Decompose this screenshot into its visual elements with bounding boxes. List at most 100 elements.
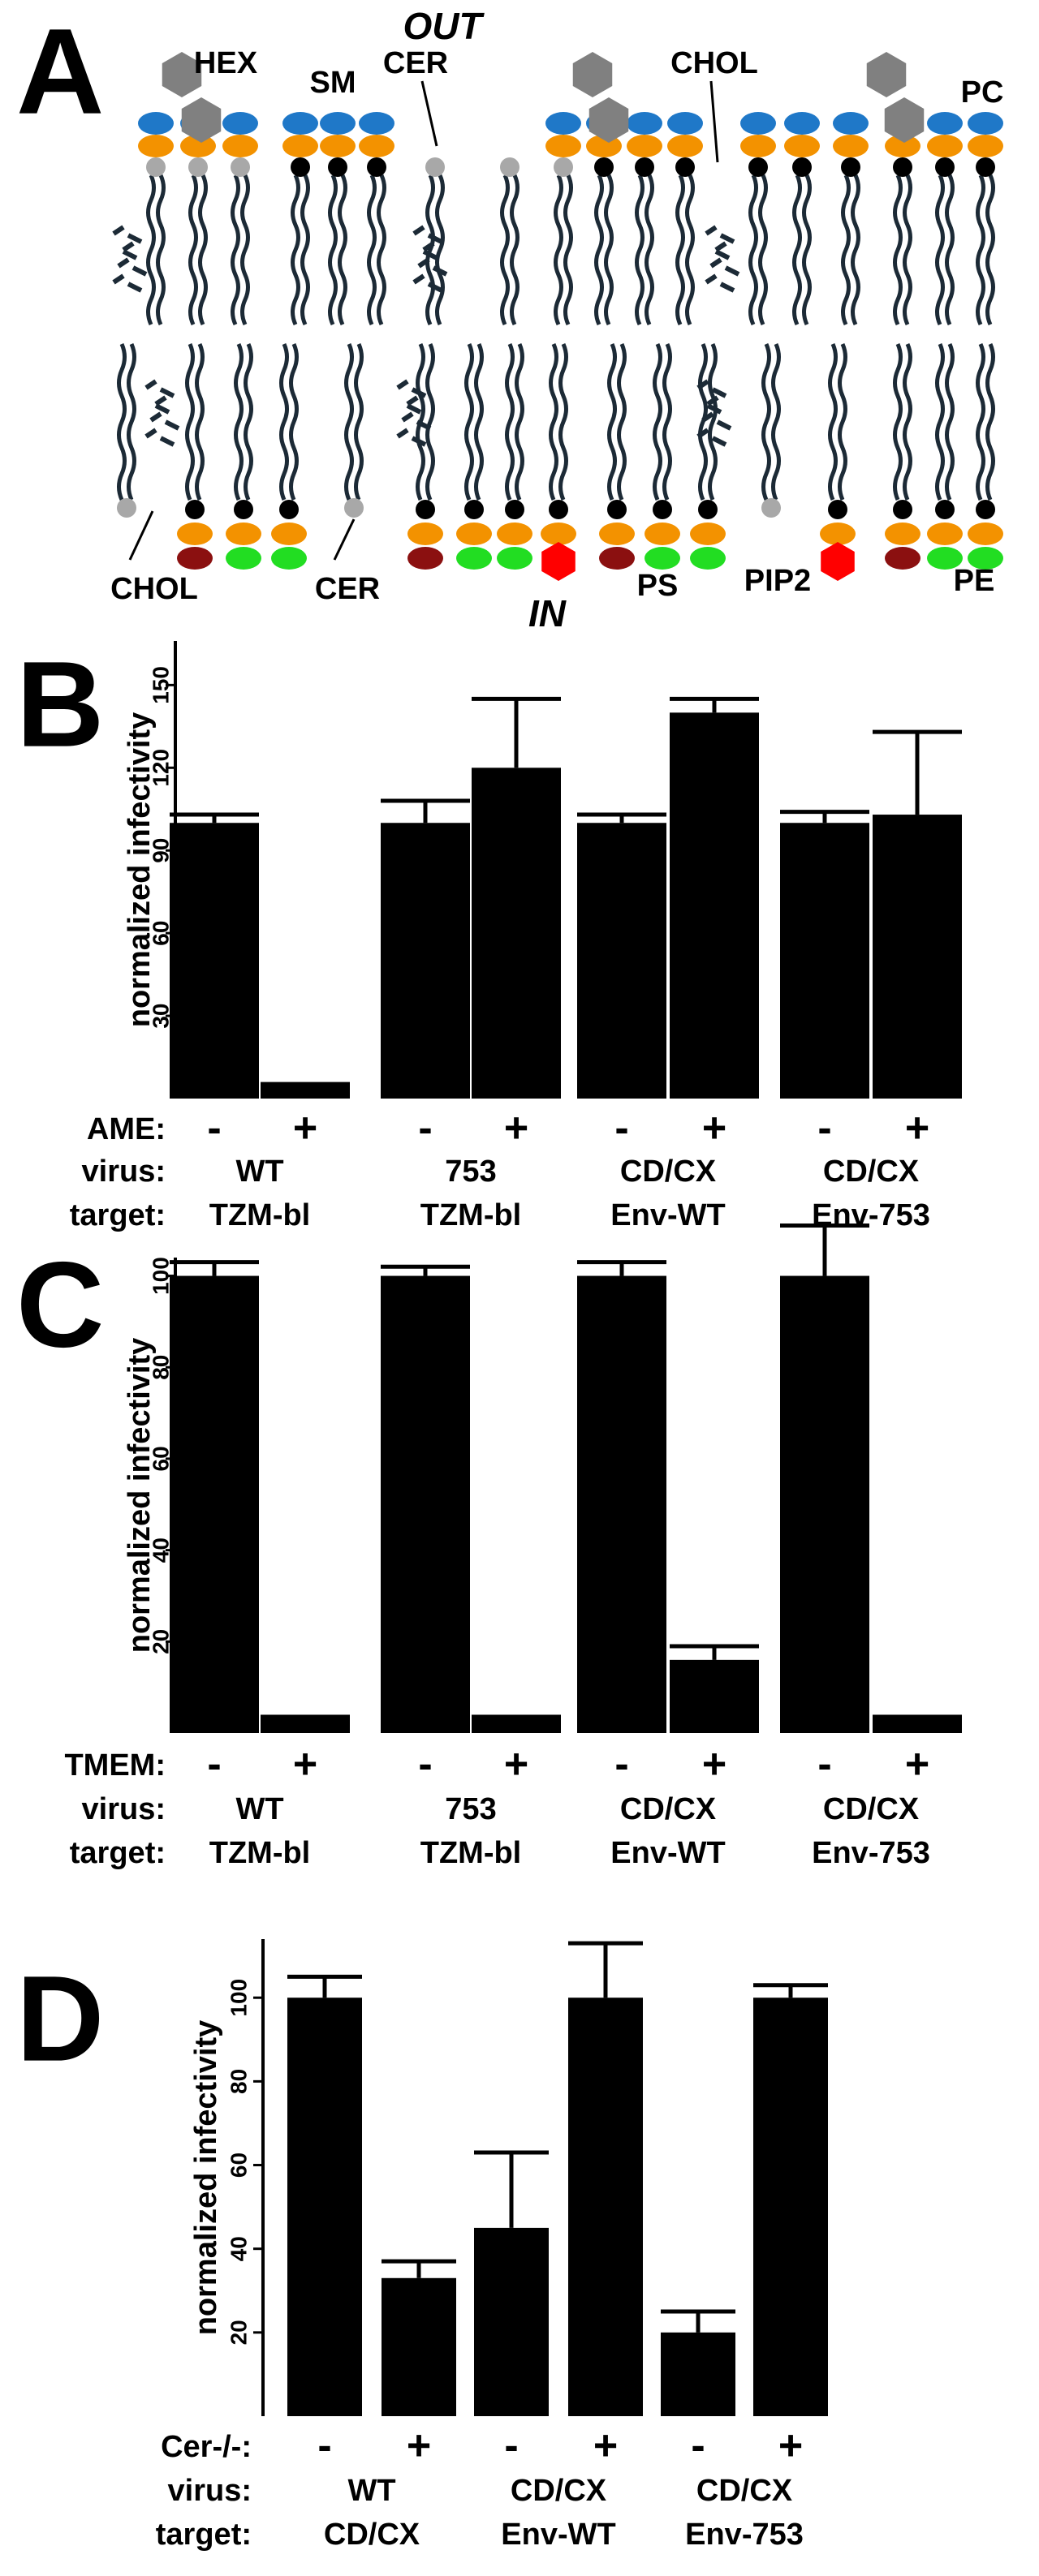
virus-label: 753 bbox=[445, 1155, 496, 1189]
lipid-tail bbox=[903, 174, 912, 326]
virus-label: CD/CX bbox=[696, 2474, 793, 2508]
pointer bbox=[709, 80, 719, 163]
cholesterol bbox=[412, 225, 448, 293]
error-bar bbox=[381, 798, 470, 824]
row-label: virus: bbox=[168, 2474, 252, 2508]
treatment-label: + bbox=[593, 2423, 618, 2470]
error-bar bbox=[780, 1223, 869, 1276]
error-bar bbox=[670, 1644, 759, 1660]
lipid-head bbox=[935, 500, 955, 519]
lipid-head bbox=[117, 498, 136, 518]
lipid-tail bbox=[549, 342, 558, 501]
bar bbox=[670, 712, 759, 1099]
lipid-head bbox=[740, 112, 776, 135]
lipid-label: PIP2 bbox=[744, 564, 811, 598]
lipid-tail bbox=[935, 174, 945, 326]
lipid-tail bbox=[708, 342, 718, 501]
y-tick-label: 40 bbox=[148, 1537, 173, 1563]
lipid-tail bbox=[500, 174, 510, 326]
error-bar bbox=[170, 1260, 259, 1276]
error-bar bbox=[577, 812, 666, 824]
lipid-head bbox=[271, 523, 307, 545]
error-bar bbox=[170, 812, 259, 824]
lipid-tail bbox=[662, 342, 672, 501]
lipid-tail bbox=[748, 174, 758, 326]
y-tick-label: 120 bbox=[148, 749, 173, 787]
bar bbox=[261, 1714, 350, 1733]
lipid-tail bbox=[604, 174, 614, 326]
panel-label: A bbox=[16, 3, 104, 140]
lipid-tail bbox=[563, 174, 573, 326]
lipid-head bbox=[698, 500, 718, 519]
panel-label: B bbox=[16, 636, 104, 772]
lipid-head bbox=[271, 547, 307, 570]
lipid-head bbox=[893, 500, 912, 519]
lipid-tail bbox=[985, 342, 995, 501]
target-label: Env-753 bbox=[685, 2518, 804, 2552]
lipid-tail bbox=[344, 342, 354, 501]
lipid-head bbox=[833, 135, 869, 157]
lipid-head bbox=[177, 523, 213, 545]
lipid-head bbox=[231, 157, 250, 177]
lipid-tail bbox=[300, 174, 310, 326]
bar bbox=[287, 1998, 362, 2416]
lipid-head bbox=[935, 157, 955, 177]
lipid-head bbox=[226, 523, 261, 545]
bar bbox=[873, 815, 962, 1099]
lipid-tail bbox=[231, 174, 240, 326]
lipid-head bbox=[885, 547, 920, 570]
lipid-label: CER bbox=[315, 572, 380, 606]
row-label: Cer-/-: bbox=[161, 2430, 252, 2464]
lipid-tail bbox=[289, 342, 299, 501]
target-label: TZM-bl bbox=[420, 1836, 522, 1870]
target-label: TZM-bl bbox=[420, 1198, 522, 1232]
panel-label: D bbox=[16, 1950, 104, 2087]
lipid-head bbox=[833, 112, 869, 135]
lipid-tail bbox=[976, 342, 985, 501]
bar bbox=[670, 1659, 759, 1733]
target-label: Env-WT bbox=[610, 1198, 725, 1232]
y-axis-label: normalized infectivity bbox=[123, 712, 157, 1028]
treatment-label: - bbox=[614, 1741, 628, 1788]
sugar-head bbox=[866, 52, 907, 97]
error-bar bbox=[381, 1264, 470, 1276]
lipid-tail bbox=[425, 342, 435, 501]
lipid-label: CHOL bbox=[670, 46, 758, 80]
target-label: Env-753 bbox=[812, 1836, 930, 1870]
lipid-head bbox=[464, 500, 484, 519]
lipid-head bbox=[976, 500, 995, 519]
treatment-label: + bbox=[905, 1741, 929, 1788]
sugar-head bbox=[588, 97, 629, 143]
lipid-tail bbox=[945, 174, 955, 326]
lipid-head bbox=[841, 157, 860, 177]
lipid-head bbox=[226, 547, 261, 570]
row-label: AME: bbox=[87, 1112, 166, 1146]
lipid-head bbox=[784, 135, 820, 157]
treatment-label: - bbox=[418, 1105, 432, 1152]
lipid-tail bbox=[195, 342, 205, 501]
lipid-head bbox=[416, 500, 435, 519]
lipid-head bbox=[820, 523, 856, 545]
pointer bbox=[420, 80, 438, 147]
lipid-label: PC bbox=[961, 75, 1004, 110]
lipid-head bbox=[234, 500, 253, 519]
cholesterol bbox=[705, 225, 740, 293]
lipid-head bbox=[740, 135, 776, 157]
lipid-tail bbox=[903, 342, 912, 501]
lipid-head bbox=[407, 523, 443, 545]
lipid-head bbox=[675, 157, 695, 177]
virus-label: CD/CX bbox=[620, 1792, 717, 1826]
bar bbox=[474, 2227, 549, 2416]
lipid-head bbox=[185, 500, 205, 519]
treatment-label: + bbox=[702, 1741, 726, 1788]
virus-label: WT bbox=[347, 2474, 395, 2508]
treatment-label: - bbox=[207, 1741, 221, 1788]
lipid-tail bbox=[771, 342, 781, 501]
lipid-head bbox=[188, 157, 208, 177]
lipid-head bbox=[359, 112, 394, 135]
treatment-label: - bbox=[817, 1741, 831, 1788]
lipid-tail bbox=[328, 174, 338, 326]
treatment-label: + bbox=[778, 2423, 803, 2470]
lipid-tail bbox=[893, 174, 903, 326]
